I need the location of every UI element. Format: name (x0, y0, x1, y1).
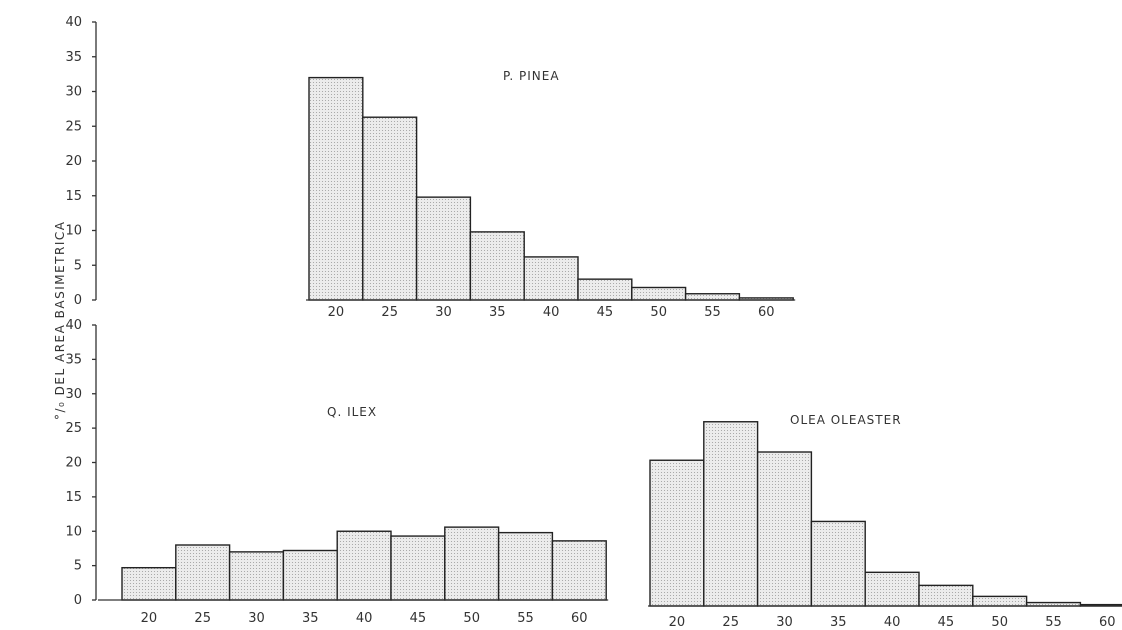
x-tick-label: 35 (489, 305, 506, 320)
histogram-bar (282, 549, 338, 601)
histogram-bar (444, 526, 500, 601)
histogram-bar (121, 566, 177, 601)
panel-title: OLEA OLEASTER (790, 413, 902, 427)
x-tick-label: 45 (938, 615, 955, 630)
y-tick-label: 10 (65, 524, 82, 539)
y-tick-label: 40 (65, 15, 82, 30)
histogram-bar (551, 540, 607, 601)
panel-p-pinea: P. PINEA 0 5 10 15 20 25 30 35 40 20 25 30 35 40 45 50 5… (65, 15, 796, 320)
x-tick-label: 60 (758, 305, 775, 320)
histogram-bar (810, 520, 866, 607)
x-tick-label: 25 (381, 305, 398, 320)
panel-title: P. PINEA (503, 69, 560, 83)
histogram-bar (918, 584, 974, 607)
y-tick-label: 20 (65, 154, 82, 169)
x-tick-label: 55 (1045, 615, 1062, 630)
x-tick-label: 55 (704, 305, 721, 320)
histogram-bar (864, 571, 920, 607)
y-tick-label: 5 (74, 559, 82, 574)
histogram-bar (175, 544, 231, 601)
y-tick-label: 20 (65, 456, 82, 471)
histogram-bar (684, 293, 741, 301)
x-tick-label: 25 (194, 611, 211, 626)
histogram-bar (577, 278, 633, 301)
y-tick-label: 30 (65, 85, 82, 100)
y-tick-label: 25 (65, 421, 82, 436)
histogram-bar (228, 551, 285, 601)
x-tick-label: 20 (141, 611, 158, 626)
histogram-bar (756, 451, 813, 607)
histogram-bar (336, 530, 392, 601)
histogram-bar (362, 116, 418, 301)
y-tick-label: 30 (65, 387, 82, 402)
x-tick-label: 30 (435, 305, 452, 320)
x-tick-label: 50 (991, 615, 1008, 630)
histogram-bar (972, 595, 1028, 607)
x-tick-label: 20 (669, 615, 686, 630)
x-tick-label: 25 (722, 615, 739, 630)
x-tick-label: 60 (571, 611, 588, 626)
panel-olea-oleaster: OLEA OLEASTER 20 25 30 35 40 45 50 55 60 (648, 413, 1122, 630)
x-tick-label: 50 (650, 305, 667, 320)
histogram-bar (497, 531, 554, 601)
y-tick-label: 40 (65, 318, 82, 333)
histogram-bar (631, 286, 687, 301)
x-tick-label: 40 (356, 611, 373, 626)
histogram-bar (703, 421, 759, 607)
x-tick-label: 40 (884, 615, 901, 630)
y-tick-label: 10 (65, 224, 82, 239)
y-tick-label: 15 (65, 490, 82, 505)
x-tick-label: 45 (597, 305, 614, 320)
x-tick-label: 55 (517, 611, 534, 626)
y-tick-label: 0 (74, 593, 82, 608)
histogram-bar (523, 256, 579, 301)
y-tick-label: 35 (65, 50, 82, 65)
y-tick-label: 35 (65, 352, 82, 367)
x-tick-label: 30 (776, 615, 793, 630)
y-axis-label: °/₀ DEL AREA BASIMETRICA (53, 221, 67, 420)
x-tick-label: 30 (248, 611, 265, 626)
y-tick-label: 5 (74, 258, 82, 273)
histogram-bar (415, 196, 472, 301)
x-tick-label: 35 (830, 615, 847, 630)
panel-q-ilex: Q. ILEX 0 5 10 15 20 25 30 35 40 20 25 30 35 40 45 50 55… (65, 318, 609, 626)
y-tick-label: 0 (74, 293, 82, 308)
x-tick-label: 20 (328, 305, 345, 320)
y-tick-label: 15 (65, 189, 82, 204)
panel-title: Q. ILEX (327, 405, 377, 419)
y-tick-label: 25 (65, 119, 82, 134)
x-tick-label: 60 (1099, 615, 1116, 630)
histogram-bar (469, 231, 525, 301)
x-tick-label: 45 (410, 611, 427, 626)
histogram-bar (390, 535, 446, 601)
histogram-bar (649, 459, 705, 607)
x-tick-label: 35 (302, 611, 319, 626)
x-tick-label: 50 (463, 611, 480, 626)
x-tick-label: 40 (543, 305, 560, 320)
histogram-bar (308, 76, 364, 301)
